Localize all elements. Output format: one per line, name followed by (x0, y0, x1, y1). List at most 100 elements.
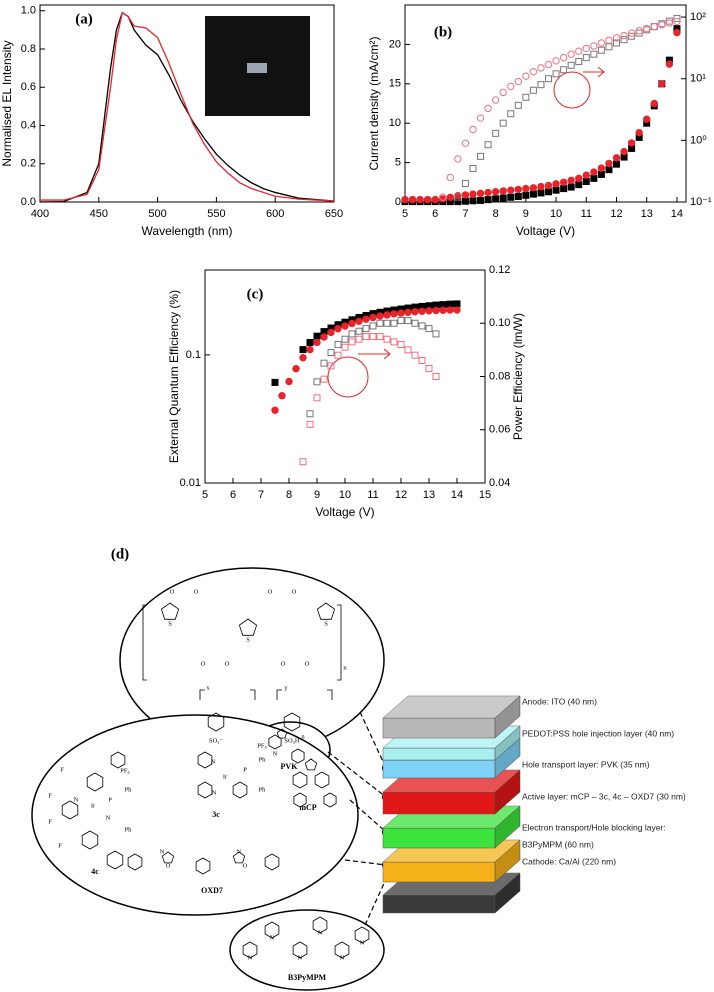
x-tick-label: 5 (202, 489, 208, 501)
x-tick-label: 11 (581, 208, 592, 220)
point (446, 193, 455, 201)
y-axis-title: Normalised EL Intensity (0, 40, 14, 166)
point (590, 50, 598, 58)
molecule-name: B3PyMPM (288, 973, 327, 982)
point (567, 183, 575, 191)
x-tick-label: 8 (493, 208, 499, 220)
point (469, 164, 477, 172)
atom-label: S (246, 636, 250, 643)
point (362, 333, 370, 341)
point (507, 186, 515, 194)
point (439, 306, 447, 314)
point (425, 365, 433, 373)
point (454, 198, 462, 206)
point (299, 458, 307, 466)
slab-side-shade (495, 806, 520, 848)
point (476, 114, 485, 122)
point (545, 188, 553, 196)
point (418, 307, 426, 315)
point (432, 306, 440, 315)
atom-label: O (194, 588, 199, 595)
atom-label: O (243, 862, 248, 869)
y-tick-label: 0.6 (21, 81, 36, 93)
point (320, 375, 328, 383)
point (544, 181, 553, 190)
atom-label: N (248, 954, 253, 961)
y2-tick-label: 10¹ (690, 73, 706, 85)
x-tick-label: 10 (339, 489, 351, 501)
point (334, 351, 342, 359)
connector (359, 711, 387, 769)
ring (323, 792, 337, 808)
y-axis-title: External Quantum Efficiency (%) (167, 290, 181, 463)
point (575, 174, 583, 183)
point (401, 195, 409, 204)
point (469, 190, 477, 198)
ring (354, 926, 370, 944)
point (404, 346, 412, 354)
annotation-circle (327, 356, 369, 398)
slab-side-shade (495, 738, 520, 778)
molecule-name: mCP (299, 803, 316, 812)
point (567, 176, 575, 185)
ring (81, 830, 99, 850)
x-tick-label: 13 (423, 489, 435, 501)
inset-photo (205, 16, 310, 116)
atom-label: x (206, 684, 210, 691)
point (418, 322, 426, 330)
point (446, 300, 454, 308)
atom-label: N (298, 954, 303, 961)
slab-front (382, 791, 496, 815)
point (461, 191, 470, 199)
point (425, 325, 433, 333)
point (423, 195, 432, 204)
active-ellipse (31, 714, 359, 916)
point (306, 420, 314, 428)
ring (195, 857, 211, 875)
ring (127, 853, 143, 871)
slab-side-shade (495, 873, 520, 913)
point (397, 341, 405, 349)
y-tick-label: 0.8 (21, 43, 36, 55)
ring (232, 851, 246, 864)
point (627, 29, 636, 37)
point (537, 81, 545, 89)
point (552, 180, 560, 188)
x-tick-label: 5 (402, 208, 408, 220)
point (306, 345, 314, 354)
x-tick-label: 10 (550, 208, 562, 220)
ring (268, 734, 282, 750)
point (491, 188, 500, 196)
point (544, 60, 553, 69)
atom-label: y (284, 684, 288, 691)
y-tick-label: 0.4 (21, 119, 36, 131)
point (627, 139, 636, 147)
atom-label: O (201, 660, 206, 667)
slab-side (494, 769, 521, 815)
ring (110, 751, 126, 769)
x-tick-label: 14 (671, 208, 683, 220)
slab-front (382, 861, 496, 883)
point (658, 21, 666, 29)
polymer-brackets (142, 604, 342, 700)
atom-label: N (318, 929, 323, 936)
ring (276, 728, 288, 739)
point (545, 75, 553, 83)
atom-label: F (58, 842, 62, 849)
point (362, 325, 370, 333)
atom-label: n (301, 733, 305, 740)
y-tick-label: 0.2 (21, 158, 36, 170)
x-tick-label: 14 (451, 489, 463, 501)
plot-frame (404, 4, 687, 203)
point (522, 184, 530, 193)
y-tick-label: 20 (389, 38, 401, 50)
x-axis-title: Voltage (V) (315, 505, 374, 519)
ring (106, 850, 124, 870)
point (461, 139, 470, 147)
point (313, 338, 321, 347)
slab-side (494, 725, 521, 761)
x-tick-label: 13 (641, 208, 653, 220)
point (514, 192, 522, 200)
ring (238, 618, 258, 636)
y2-axis-title: Luminance (cd/m²) (712, 53, 714, 153)
